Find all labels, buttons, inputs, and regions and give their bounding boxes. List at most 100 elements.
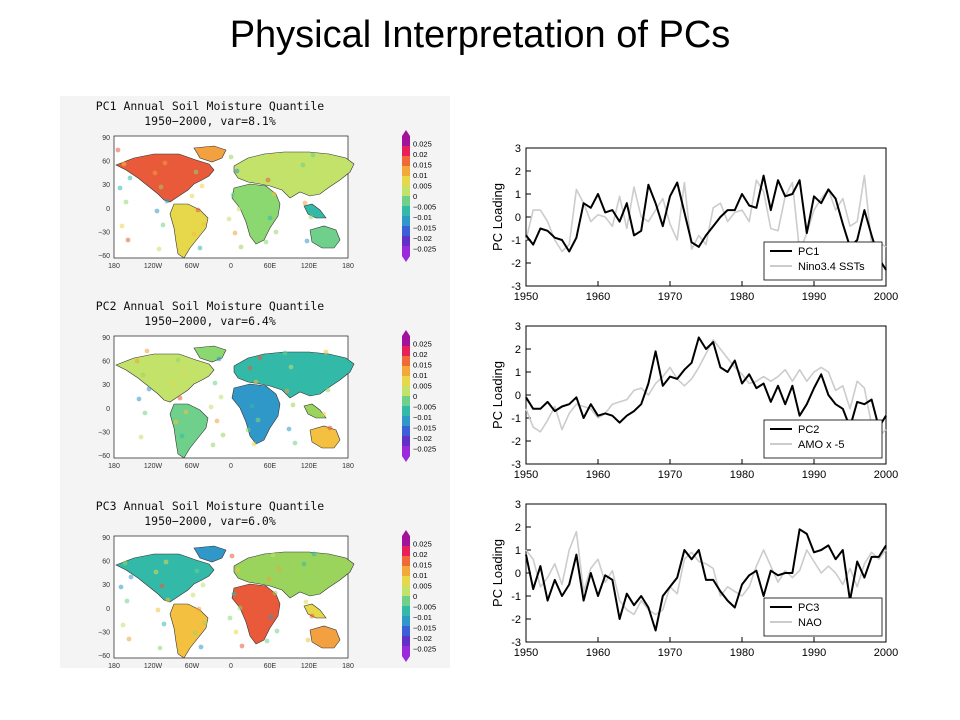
map-title-line2: 1950−2000, var=8.1% xyxy=(144,114,276,128)
colorbar-segment xyxy=(402,436,410,447)
x-tick-label: 2000 xyxy=(874,469,898,481)
continent-africa xyxy=(231,183,281,245)
continent-south-america xyxy=(169,403,209,459)
colorbar-label: 0 xyxy=(413,592,417,601)
colorbar-segment xyxy=(402,616,410,627)
data-speckle xyxy=(162,160,168,166)
colorbar-label: 0.005 xyxy=(413,381,432,390)
colorbar-label: −0.01 xyxy=(413,213,432,222)
lon-label: 60W xyxy=(185,463,200,470)
colorbar-segment xyxy=(402,226,410,237)
data-speckle xyxy=(142,410,148,416)
series-line-pc xyxy=(525,174,887,271)
data-speckle xyxy=(273,229,279,235)
x-tick-label: 1970 xyxy=(658,469,682,481)
data-speckle xyxy=(310,152,316,158)
map-title-line1: PC1 Annual Soil Moisture Quantile xyxy=(95,99,325,113)
data-speckle xyxy=(192,630,198,636)
data-speckle xyxy=(201,221,207,227)
series-line-pc xyxy=(525,336,887,429)
y-axis-label: PC Loading xyxy=(490,539,505,607)
colorbar-label: 0 xyxy=(413,192,417,201)
data-speckle xyxy=(160,222,166,228)
data-speckle xyxy=(127,175,133,181)
data-speckle xyxy=(156,246,162,252)
colorbar-segment xyxy=(402,356,410,367)
data-speckle xyxy=(253,379,259,385)
lon-label: 60E xyxy=(264,663,277,670)
colorbar-segment xyxy=(402,206,410,217)
data-speckle xyxy=(267,215,273,221)
data-speckle xyxy=(227,615,233,621)
x-tick-label: 1970 xyxy=(658,291,682,303)
data-speckle xyxy=(115,147,121,153)
data-speckle xyxy=(311,551,317,557)
legend-label: PC1 xyxy=(798,246,819,258)
lat-label: 60 xyxy=(102,159,110,166)
x-tick-label: 1990 xyxy=(802,469,826,481)
legend-label: PC2 xyxy=(798,424,819,436)
colorbar-segment xyxy=(402,546,410,557)
data-speckle xyxy=(121,161,127,167)
data-speckle xyxy=(124,598,130,604)
data-speckle xyxy=(309,613,315,619)
lon-label: 180 xyxy=(108,463,120,470)
data-speckle xyxy=(190,592,196,598)
data-speckle xyxy=(255,417,261,423)
colorbar-label: −0.025 xyxy=(413,645,436,654)
map-title-line2: 1950−2000, var=6.4% xyxy=(144,314,276,328)
maps-panel: PC1 Annual Soil Moisture Quantile 1950−2… xyxy=(60,96,450,670)
x-tick-label: 1960 xyxy=(586,647,610,659)
colorbar-segment xyxy=(402,416,410,427)
data-speckle xyxy=(163,559,169,565)
data-speckle xyxy=(175,357,181,363)
map-pc3: 90 60 30 0 −30 −60 180 120W 60W 0 60E 120E 180 0.025 0… xyxy=(98,530,436,670)
colorbar-top-arrow xyxy=(402,530,410,536)
continent-australia xyxy=(309,625,341,649)
legend-box xyxy=(763,241,883,281)
colorbar-label: 0.025 xyxy=(413,539,432,548)
continent-europe-asia xyxy=(233,551,355,599)
data-speckle xyxy=(329,363,335,369)
x-tick-label: 1960 xyxy=(586,291,610,303)
map-panel-pc3: PC3 Annual Soil Moisture Quantile 1950−2… xyxy=(60,496,450,686)
continent-australia xyxy=(309,225,341,249)
lat-label: 60 xyxy=(102,559,110,566)
colorbar-segment xyxy=(402,536,410,547)
lat-label: −30 xyxy=(98,429,110,436)
data-speckle xyxy=(234,168,240,174)
y-tick-label: 3 xyxy=(515,321,521,333)
map-title-line1: PC2 Annual Soil Moisture Quantile xyxy=(95,299,325,313)
data-speckle xyxy=(120,622,126,628)
data-speckle xyxy=(327,425,333,431)
lat-label: 60 xyxy=(102,359,110,366)
lat-label: 0 xyxy=(106,406,110,413)
lon-label: 0 xyxy=(229,663,233,670)
x-tick-label: 2000 xyxy=(874,647,898,659)
x-tick-label: 1960 xyxy=(586,469,610,481)
data-speckle xyxy=(177,395,183,401)
y-tick-label: -3 xyxy=(511,459,521,471)
continent-se-asia-islands xyxy=(303,403,327,419)
lon-label: 180 xyxy=(108,663,120,670)
legend-box xyxy=(763,597,883,637)
data-speckle xyxy=(136,396,142,402)
data-speckle xyxy=(157,645,163,651)
data-speckle xyxy=(302,200,308,206)
colorbar-label: 0.01 xyxy=(413,571,428,580)
data-speckle xyxy=(196,606,202,612)
data-speckle xyxy=(233,629,239,635)
data-speckle xyxy=(305,637,311,643)
data-speckle xyxy=(159,583,165,589)
colorbar-segment xyxy=(402,166,410,177)
data-speckle xyxy=(306,176,312,182)
data-speckle xyxy=(123,199,129,205)
data-speckle xyxy=(122,560,128,566)
x-tick-label: 1980 xyxy=(730,469,754,481)
data-speckle xyxy=(300,162,306,168)
data-speckle xyxy=(191,231,197,237)
lon-label: 60W xyxy=(185,263,200,270)
colorbar-label: −0.025 xyxy=(413,445,436,454)
data-speckle xyxy=(321,411,327,417)
data-speckle xyxy=(274,628,280,634)
